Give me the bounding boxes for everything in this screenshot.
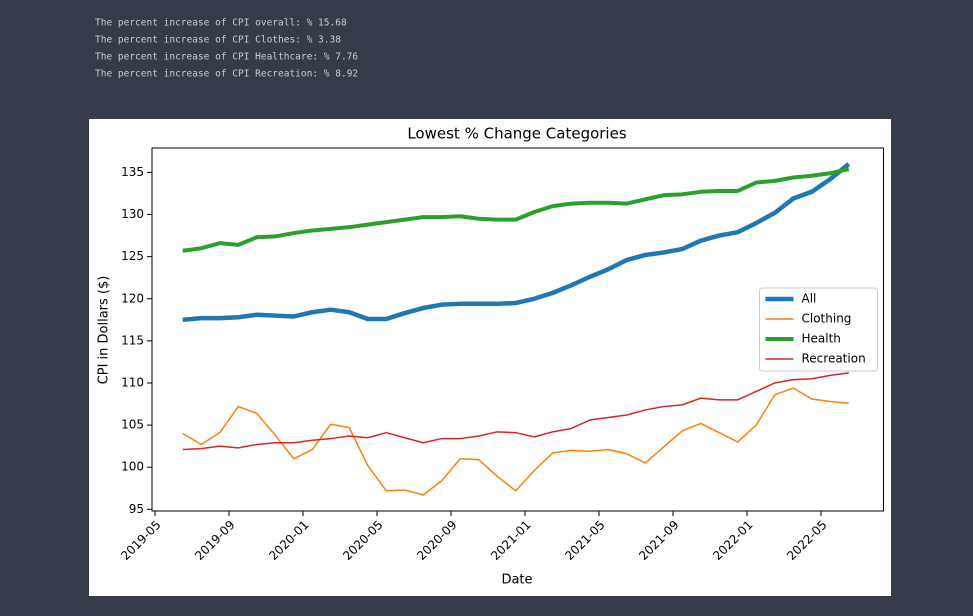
series-line [182, 162, 851, 323]
legend-label: Health [802, 332, 841, 346]
legend-label: All [802, 292, 817, 306]
output-line: The percent increase of CPI Clothes: % 3… [95, 35, 341, 46]
output-line: The percent increase of CPI Healthcare: … [95, 52, 358, 63]
output-line: The percent increase of CPI overall: % 1… [95, 18, 347, 29]
series-line [182, 167, 850, 253]
plot-frame [151, 147, 884, 512]
y-tick-label: 135 [121, 165, 144, 179]
y-tick-label: 115 [121, 333, 144, 347]
x-axis-label: Date [501, 573, 532, 588]
y-tick-label: 100 [121, 460, 144, 474]
y-tick-label: 120 [121, 291, 144, 305]
legend-box [759, 287, 878, 372]
legend-label: Recreation [802, 352, 866, 366]
y-tick-label: 130 [121, 207, 144, 221]
output-line: The percent increase of CPI Recreation: … [95, 69, 358, 80]
series-line [182, 372, 849, 451]
series-line [182, 387, 849, 496]
legend-label: Clothing [802, 312, 852, 326]
y-tick-label: 95 [129, 502, 144, 516]
figure [89, 119, 891, 596]
y-tick-label: 110 [121, 375, 144, 389]
chart-title: Lowest % Change Categories [407, 125, 626, 143]
y-tick-label: 105 [121, 418, 144, 432]
y-tick-label: 125 [121, 249, 144, 263]
y-axis-label: CPI in Dollars ($) [97, 276, 112, 385]
